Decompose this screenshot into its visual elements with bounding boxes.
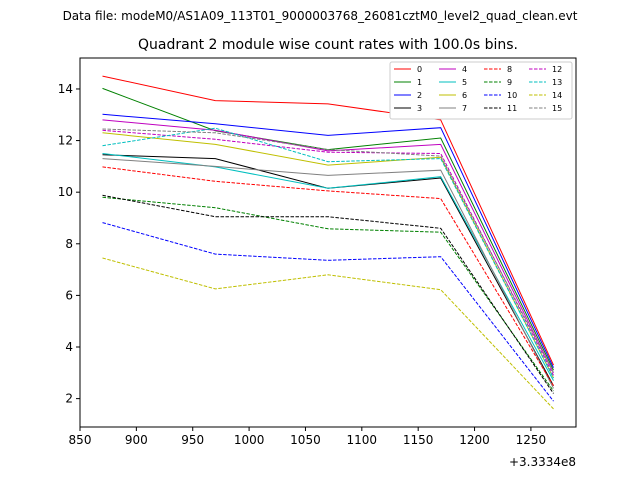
series-line-0 [102, 75, 554, 366]
series-line-5 [102, 153, 554, 381]
legend-label-15: 15 [552, 104, 562, 113]
y-axis: 2 4 6 8 10 12 14 [58, 82, 80, 406]
y-tick-label: 10 [58, 185, 73, 199]
x-tick-label: 1050 [290, 433, 321, 447]
legend-label-6: 6 [462, 91, 467, 100]
legend-label-9: 9 [507, 78, 512, 87]
x-tick-label: 950 [181, 433, 204, 447]
series-line-15 [102, 128, 554, 374]
y-tick-label: 8 [65, 237, 73, 251]
series-line-2 [102, 113, 554, 368]
legend-label-3: 3 [417, 104, 422, 113]
legend-box [389, 61, 573, 120]
series-line-4 [102, 119, 554, 374]
x-axis: 850 900 950 1000 1050 1100 1150 1200 1250 [69, 427, 547, 447]
legend-label-2: 2 [417, 91, 422, 100]
series-line-14 [102, 257, 554, 410]
legend-label-7: 7 [462, 104, 467, 113]
series-line-13 [102, 127, 554, 379]
x-axis-offset-label: +3.3334e8 [509, 455, 576, 469]
series-line-10 [102, 222, 554, 402]
y-tick-label: 6 [65, 288, 73, 302]
legend-label-5: 5 [462, 78, 467, 87]
series-line-7 [102, 158, 554, 389]
legend-label-0: 0 [417, 65, 422, 74]
plot-frame [79, 57, 577, 428]
legend-label-1: 1 [417, 78, 422, 87]
series-line-11 [102, 194, 554, 394]
legend-label-10: 10 [507, 91, 517, 100]
x-tick-label: 1150 [403, 433, 434, 447]
x-tick-label: 1100 [347, 433, 378, 447]
legend-label-12: 12 [552, 65, 562, 74]
series-line-9 [102, 196, 554, 392]
y-tick-label: 4 [65, 340, 73, 354]
legend-label-14: 14 [552, 91, 562, 100]
series-layer [102, 75, 554, 410]
legend-label-11: 11 [507, 104, 517, 113]
chart-title: Quadrant 2 module wise count rates with … [138, 37, 518, 53]
x-tick-label: 1000 [234, 433, 265, 447]
x-tick-label: 850 [69, 433, 92, 447]
series-line-8 [102, 166, 554, 386]
y-tick-label: 2 [65, 392, 73, 406]
x-tick-label: 1200 [459, 433, 490, 447]
legend-label-8: 8 [507, 65, 512, 74]
y-tick-label: 14 [58, 82, 73, 96]
y-tick-label: 12 [58, 134, 73, 148]
chart-suptitle: Data file: modeM0/AS1A09_113T01_90000037… [63, 9, 578, 23]
x-tick-label: 1250 [516, 433, 547, 447]
x-tick-label: 900 [125, 433, 148, 447]
legend-label-13: 13 [552, 78, 562, 87]
legend-label-4: 4 [462, 65, 467, 74]
